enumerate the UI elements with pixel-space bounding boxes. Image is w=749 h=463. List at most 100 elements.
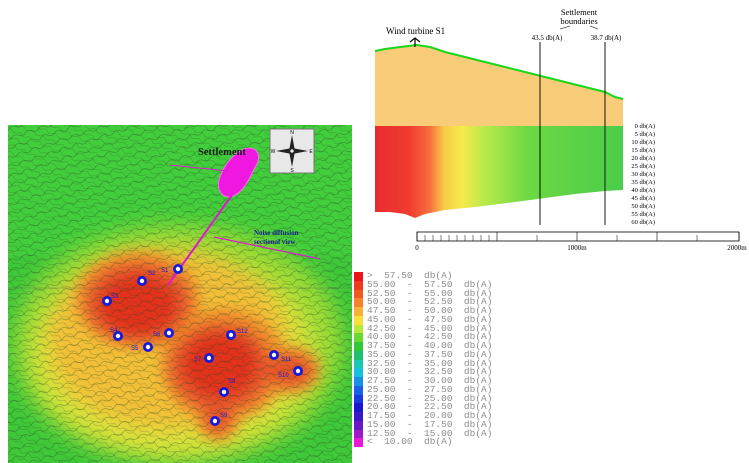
section-pointer [213, 236, 321, 260]
turbine-marker-s5: S5 [131, 342, 153, 352]
legend-label: 37.50 - 40.00 db(A) [367, 340, 493, 351]
legend-label: 20.00 - 22.50 db(A) [367, 401, 493, 413]
legend-label: 22.50 - 25.00 db(A) [367, 392, 493, 404]
turbine-marker-s7: S7 [194, 353, 214, 363]
turbine-label-s5: S5 [131, 346, 139, 352]
turbine-label-s6: S6 [153, 332, 161, 338]
legend-item: 42.50 - 45.00 db(A) [354, 322, 514, 334]
compass-rose-icon: N S E W [269, 128, 315, 174]
scale-label-1000: 1000m [567, 244, 587, 252]
legend-swatch [354, 272, 363, 281]
turbine-label-s3: S3 [111, 294, 119, 300]
legend-item: 52.50 - 55.00 db(A) [354, 287, 514, 299]
legend-item: 25.00 - 27.50 db(A) [354, 383, 514, 395]
noise-map-svg: N S E W Settlement Noise diffusion secti… [8, 125, 352, 463]
legend-item: 37.50 - 40.00 db(A) [354, 340, 514, 351]
legend-item: 17.50 - 20.00 db(A) [354, 411, 514, 421]
turbine-label-s12: S12 [237, 329, 248, 335]
legend-swatch [354, 368, 363, 377]
section-label-line1: Noise diffusion [254, 229, 299, 237]
legend-swatch [354, 377, 363, 386]
turbine-marker-s4: S4 [110, 328, 123, 341]
level-label: 10 db(A) [631, 139, 655, 146]
turbine-label-s7: S7 [194, 357, 202, 363]
legend-label: 47.50 - 50.00 db(A) [367, 305, 493, 316]
legend-label: 35.00 - 37.50 db(A) [367, 348, 493, 360]
legend-swatch [354, 420, 363, 430]
turbine-marker-s1: S1 [161, 264, 183, 274]
turbine-marker-s9: S9 [210, 413, 228, 426]
compass-w: W [271, 149, 276, 155]
turbine-markers: S1 S2 S3 S4 S5 S6 S7 S8 S9 S10 S11 S12 [102, 264, 303, 426]
level-label: 5 db(A) [635, 131, 655, 138]
legend-label: 27.50 - 30.00 db(A) [367, 375, 493, 386]
legend-swatch [354, 333, 363, 342]
legend-label: 25.00 - 27.50 db(A) [367, 383, 493, 395]
legend-item: 22.50 - 25.00 db(A) [354, 392, 514, 404]
legend-swatch [354, 412, 363, 421]
legend-swatch [354, 298, 363, 307]
legend-swatch [354, 350, 363, 360]
legend-label: < 10.00 db(A) [367, 436, 453, 448]
compass-e: E [309, 149, 313, 155]
legend-swatch [354, 394, 363, 404]
sectional-view: Wind turbine S1 Settlement boundaries 43… [365, 0, 749, 260]
turbine-label-s11: S11 [281, 357, 292, 363]
legend-label: 12.50 - 15.00 db(A) [367, 427, 493, 439]
level-label: 30 db(A) [631, 171, 655, 178]
turbine-marker-s2: S2 [137, 271, 156, 286]
legend-swatch [354, 289, 363, 299]
settlement-pointer [169, 164, 229, 172]
legend-item: 40.00 - 42.50 db(A) [354, 332, 514, 342]
boundary1-value: 43.5 db(A) [532, 34, 563, 42]
turbine-marker-s11: S11 [269, 350, 292, 363]
legend-item: 47.50 - 50.00 db(A) [354, 305, 514, 316]
boundary2-value: 38.7 db(A) [591, 34, 622, 42]
legend-item: 20.00 - 22.50 db(A) [354, 401, 514, 413]
legend-swatch [354, 385, 363, 395]
legend-swatch [354, 342, 363, 351]
legend-item: < 10.00 db(A) [354, 436, 514, 448]
settlement-label-line2: boundaries [560, 16, 597, 26]
legend-item: 55.00 - 57.50 db(A) [354, 278, 514, 290]
legend-item: 15.00 - 17.50 db(A) [354, 418, 514, 430]
turbine-label-s10: S10 [278, 373, 289, 379]
turbine-marker-s8: S8 [219, 379, 236, 397]
legend-label: 50.00 - 52.50 db(A) [367, 296, 493, 308]
turbine-marker-s6: S6 [153, 328, 174, 338]
legend-item: 35.00 - 37.50 db(A) [354, 348, 514, 360]
settlement-label: Settlement [198, 147, 246, 158]
compass-n: N [290, 130, 294, 136]
legend-label: 52.50 - 55.00 db(A) [367, 287, 493, 299]
legend-swatch [354, 307, 363, 316]
level-label: 0 db(A) [635, 123, 655, 130]
noise-map: N S E W Settlement Noise diffusion secti… [8, 125, 352, 463]
legend-item: 50.00 - 52.50 db(A) [354, 296, 514, 308]
legend-label: 45.00 - 47.50 db(A) [367, 313, 493, 325]
compass-s: S [290, 168, 294, 174]
terrain-profile [375, 45, 623, 126]
legend-label: 42.50 - 45.00 db(A) [367, 322, 493, 334]
scale-label-2000: 2000m [727, 244, 747, 252]
level-label: 20 db(A) [631, 155, 655, 162]
settlement-label-line1: Settlement [561, 7, 598, 17]
legend-swatch [354, 280, 363, 290]
legend-label: 15.00 - 17.50 db(A) [367, 418, 493, 430]
legend-label: 55.00 - 57.50 db(A) [367, 278, 493, 290]
turbine-label-s9: S9 [220, 413, 228, 419]
turbine-label-s8: S8 [228, 379, 236, 385]
level-label: 40 db(A) [631, 187, 655, 194]
legend-item: 45.00 - 47.50 db(A) [354, 313, 514, 325]
turbine-label: Wind turbine S1 [386, 26, 445, 36]
legend-item: 27.50 - 30.00 db(A) [354, 375, 514, 386]
legend-label: 30.00 - 32.50 db(A) [367, 366, 493, 378]
level-labels: 0 db(A) 5 db(A) 10 db(A) 15 db(A) 20 db(… [631, 123, 655, 226]
turbine-s1-marker [409, 37, 421, 47]
turbine-label-s2: S2 [148, 271, 156, 277]
legend-swatch [354, 359, 363, 369]
legend-item: 30.00 - 32.50 db(A) [354, 366, 514, 378]
level-label: 25 db(A) [631, 163, 655, 170]
turbine-label-s4: S4 [110, 328, 118, 334]
level-label: 55 db(A) [631, 211, 655, 218]
level-label: 60 db(A) [631, 219, 655, 226]
